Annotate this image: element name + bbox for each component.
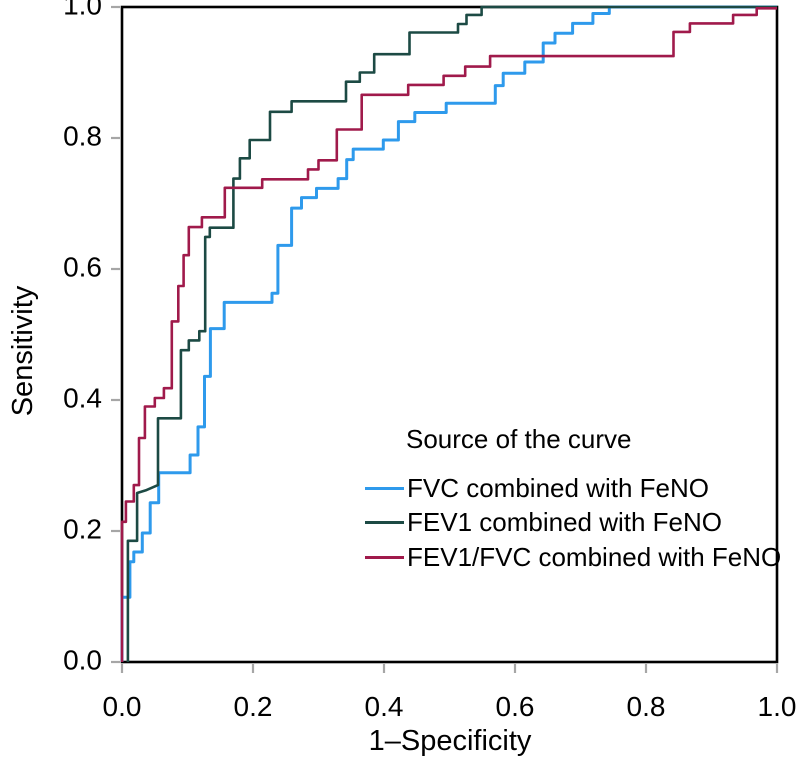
roc-curve-3	[120, 7, 777, 662]
roc-curve-1	[120, 5, 777, 662]
roc-curve-2	[126, 5, 777, 662]
plot-frame	[120, 5, 779, 664]
